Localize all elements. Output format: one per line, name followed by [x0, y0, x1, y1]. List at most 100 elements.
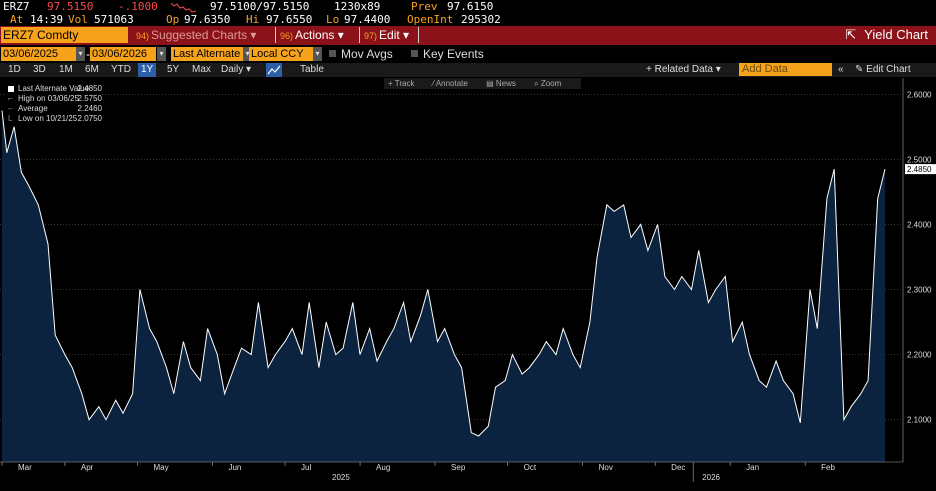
open-value: 97.6350 [184, 13, 231, 26]
zoom-tool[interactable]: ⌕ Zoom [534, 79, 562, 88]
yield-chart-label: Yield Chart [864, 27, 928, 42]
x-tick-label: Mar [18, 463, 32, 472]
period-ytd[interactable]: YTD [111, 64, 131, 75]
legend-label: High on 03/06/25 [18, 94, 79, 103]
frequency-select[interactable]: Daily ▾ [221, 63, 251, 77]
legend-row: Last Alternate Value 2.4850 [6, 84, 102, 94]
yield-chart-button[interactable]: ⇱ Yield Chart [845, 27, 928, 43]
period-bar [0, 63, 936, 77]
divider [418, 27, 419, 43]
suggested-charts-menu[interactable]: 94) Suggested Charts ▾ [136, 27, 256, 43]
price-chart[interactable]: 2.1000 2.2000 2.3000 2.4000 2.5000 2.6000 Mar A… [0, 78, 936, 486]
chevron-down-icon: ▾ [403, 28, 410, 42]
x-tick-label: Aug [376, 463, 390, 472]
period-1d[interactable]: 1D [8, 64, 21, 75]
chevron-down-icon: ▾ [715, 64, 721, 75]
actions-menu[interactable]: 96) Actions ▾ [280, 27, 344, 43]
open-interest-value: 295302 [461, 13, 501, 26]
chevron-down-icon[interactable]: ▾ [313, 47, 322, 61]
chevron-down-icon: ▾ [246, 64, 252, 75]
y-tick-label: 2.1000 [907, 416, 932, 425]
track-tool[interactable]: + Track [388, 79, 415, 88]
collapse-icon[interactable]: « [838, 64, 844, 75]
security-input[interactable]: ERZ7 Comdty [1, 27, 128, 43]
sparkline-icon [170, 2, 197, 13]
price-change: -.1000 [118, 0, 158, 13]
legend-value: 2.5750 [77, 94, 102, 103]
legend-value: 2.0750 [77, 114, 102, 123]
edit-label: Edit [379, 28, 400, 42]
related-data-menu[interactable]: + Related Data ▾ [646, 63, 721, 77]
chevron-down-icon[interactable]: ▾ [243, 47, 252, 61]
legend-swatch [8, 86, 14, 92]
add-data-input[interactable]: Add Data [739, 63, 832, 76]
calendar-icon[interactable]: ▾ [157, 47, 166, 61]
zoom-label: Zoom [540, 79, 562, 88]
year-label: 2026 [702, 473, 720, 482]
edit-number: 97) [364, 31, 378, 41]
key-events-label: Key Events [423, 47, 484, 61]
annotate-tool[interactable]: ⁄ Annotate [432, 79, 468, 88]
news-label: News [495, 79, 516, 88]
low-value: 97.4400 [344, 13, 391, 26]
end-date-input[interactable]: 03/06/2026 [90, 47, 156, 61]
frequency-label: Daily [221, 64, 244, 75]
start-date-input[interactable]: 03/06/2025 [1, 47, 76, 61]
period-max[interactable]: Max [192, 64, 211, 75]
news-tool[interactable]: ▤ News [486, 79, 516, 88]
y-tick-label: 2.2000 [907, 351, 932, 360]
volume-value: 571063 [94, 13, 134, 26]
table-button[interactable]: Table [300, 64, 324, 75]
edit-menu[interactable]: 97) Edit ▾ [364, 27, 409, 43]
last-price: 97.5150 [47, 0, 94, 13]
field-select[interactable]: Last Alternate [171, 47, 243, 61]
x-tick-label: Nov [599, 463, 613, 472]
legend-label: Last Alternate Value [18, 84, 90, 93]
vol-label: Vol [68, 13, 88, 26]
key-events-checkbox[interactable] [411, 50, 418, 57]
bid-ask-size: 1230x89 [334, 0, 381, 13]
period-3d[interactable]: 3D [33, 64, 46, 75]
track-label: Track [394, 79, 415, 88]
open-label: Op [166, 13, 180, 26]
period-5y[interactable]: 5Y [167, 64, 180, 75]
related-data-label: + Related Data [646, 64, 713, 75]
last-value-label: 2.4850 [907, 165, 932, 174]
actions-label: Actions [295, 28, 335, 42]
chart-tools: + Track ⁄ Annotate ▤ News ⌕ Zoom [384, 78, 582, 89]
x-tick-label: Feb [821, 463, 835, 472]
bid-ask: 97.5100/97.5150 [210, 0, 310, 13]
suggested-label: Suggested Charts [151, 28, 248, 42]
legend-row: – Average 2.2460 [6, 104, 102, 114]
period-6m[interactable]: 6M [85, 64, 99, 75]
edit-chart-button[interactable]: ✎ Edit Chart [855, 63, 911, 77]
calendar-icon[interactable]: ▾ [76, 47, 85, 61]
chart-legend: Last Alternate Value 2.4850 ⌐ High on 03/06… [6, 84, 102, 124]
mov-avgs-checkbox[interactable] [329, 50, 336, 57]
chevron-down-icon: ▾ [250, 28, 257, 42]
period-1m[interactable]: 1M [59, 64, 73, 75]
chevron-down-icon: ▾ [337, 28, 344, 42]
low-label: Lo [326, 13, 340, 26]
series-area [2, 110, 885, 462]
legend-row: L Low on 10/21/25 2.0750 [6, 114, 102, 124]
x-tick-label: Sep [451, 463, 466, 472]
chart-area[interactable]: 2.1000 2.2000 2.3000 2.4000 2.5000 2.6000 Mar A… [0, 78, 936, 486]
high-label: Hi [246, 13, 260, 26]
series-line [1, 110, 886, 437]
legend-value: 2.2460 [77, 104, 102, 113]
quote-time: 14:39 [30, 13, 64, 26]
line-chart-icon[interactable] [266, 63, 282, 77]
high-value: 97.6550 [266, 13, 313, 26]
period-1y[interactable]: 1Y [138, 63, 157, 77]
annotate-label: Annotate [435, 79, 468, 88]
x-tick-label: Jan [746, 463, 759, 472]
pencil-icon: ✎ [855, 64, 864, 75]
launchpad-toolbar [0, 26, 936, 45]
edit-chart-label: Edit Chart [866, 64, 911, 75]
y-tick-label: 2.4000 [907, 220, 932, 229]
last-value-marker [905, 164, 936, 175]
currency-select[interactable]: Local CCY [249, 47, 313, 61]
legend-marker-icon: – [8, 104, 13, 113]
x-tick-label: Oct [524, 463, 537, 472]
